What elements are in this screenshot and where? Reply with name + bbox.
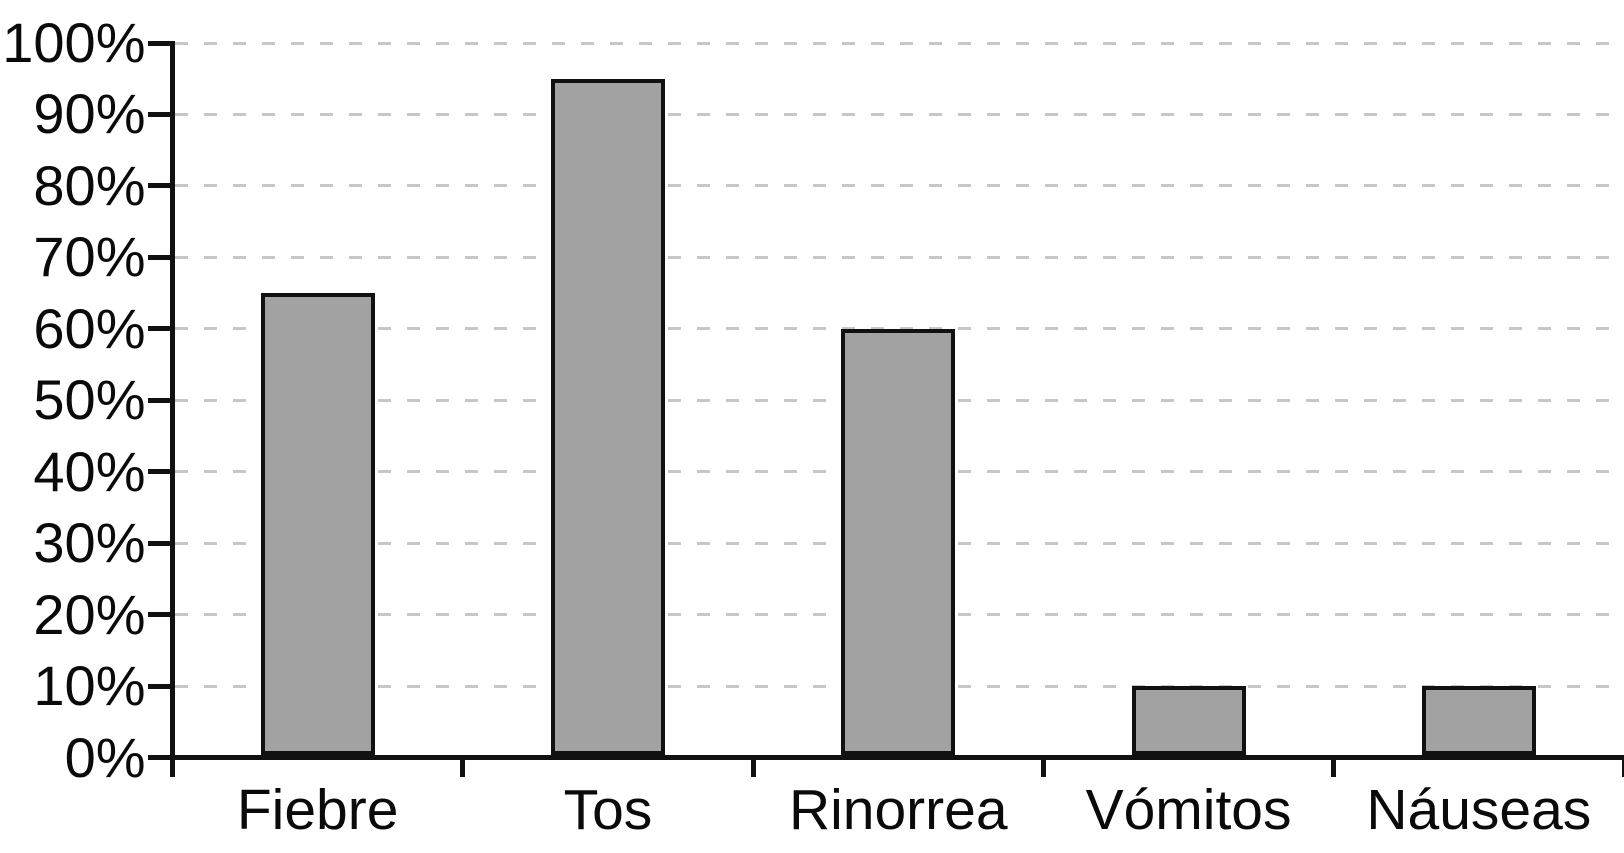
y-tick-label-60: 60%: [33, 296, 146, 360]
x-axis-line: [170, 755, 1624, 760]
x-tick-3: [1040, 755, 1046, 777]
y-tick-label-10: 10%: [33, 654, 146, 718]
x-tick-5: [1621, 755, 1624, 777]
y-tick-50: [148, 397, 170, 403]
y-tick-30: [148, 540, 170, 546]
x-label-vómitos: Vómitos: [1085, 778, 1292, 842]
y-tick-100: [148, 40, 170, 46]
y-tick-20: [148, 612, 170, 618]
x-tick-1: [460, 755, 466, 777]
x-label-rinorrea: Rinorrea: [788, 778, 1008, 842]
y-tick-label-100: 100%: [2, 11, 146, 74]
y-tick-label-90: 90%: [33, 82, 146, 146]
y-tick-label-20: 20%: [33, 582, 146, 646]
y-tick-70: [148, 254, 170, 260]
y-tick-90: [148, 111, 170, 117]
y-tick-10: [148, 683, 170, 689]
bar-fiebre: [260, 293, 375, 755]
bar-rinorrea: [841, 328, 956, 755]
y-tick-60: [148, 326, 170, 332]
gridline-70: [175, 255, 1624, 259]
bar-tos: [550, 78, 665, 755]
bar-náuseas: [1421, 686, 1536, 755]
x-label-tos: Tos: [563, 778, 653, 842]
y-tick-label-50: 50%: [33, 368, 146, 432]
y-tick-40: [148, 469, 170, 475]
y-tick-label-40: 40%: [33, 439, 146, 503]
y-tick-label-30: 30%: [33, 511, 146, 575]
x-label-fiebre: Fiebre: [236, 778, 399, 842]
y-tick-0: [148, 755, 170, 760]
gridline-100: [175, 41, 1624, 45]
y-tick-80: [148, 183, 170, 189]
x-tick-4: [1331, 755, 1337, 777]
y-tick-label-0: 0%: [64, 725, 146, 789]
y-axis-line: [170, 40, 175, 777]
gridline-90: [175, 112, 1624, 116]
x-label-náuseas: Náuseas: [1366, 778, 1592, 842]
x-tick-2: [750, 755, 756, 777]
y-tick-label-70: 70%: [33, 225, 146, 289]
gridline-80: [175, 184, 1624, 188]
y-tick-label-80: 80%: [33, 153, 146, 217]
bar-vómitos: [1131, 686, 1246, 755]
